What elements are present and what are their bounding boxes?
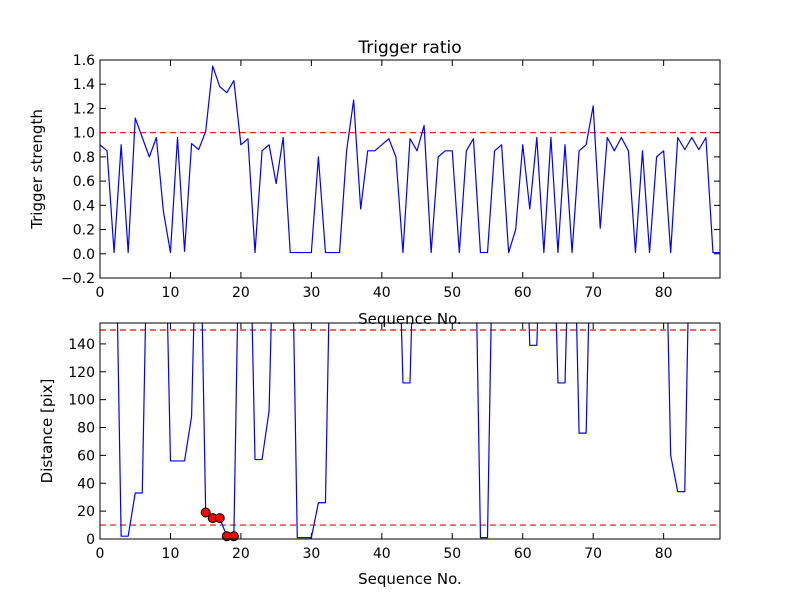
x-tick-label: 0 [96, 285, 105, 301]
x-tick-label: 40 [373, 546, 391, 562]
x-tick-label: 60 [514, 285, 532, 301]
y-tick-label: 0.4 [73, 198, 95, 214]
axes-frame [99, 59, 721, 279]
x-tick-label: 10 [162, 285, 180, 301]
y-tick-label: 1.4 [73, 77, 95, 93]
highlight-point [200, 507, 211, 518]
y-tick-label: 60 [77, 448, 95, 464]
y-tick-label: 0.6 [73, 174, 95, 190]
y-tick-label: 0.0 [73, 247, 95, 263]
y-tick-label: 1.0 [73, 126, 95, 142]
y-tick-label: 0.2 [73, 223, 95, 239]
x-tick-label: 70 [584, 546, 602, 562]
x-tick-label: 70 [584, 285, 602, 301]
y-tick-label: 0 [86, 532, 95, 548]
x-axis-label: Sequence No. [358, 570, 462, 588]
y-tick-label: 0.8 [73, 150, 95, 166]
y-axis-label: Trigger strength [28, 109, 46, 230]
y-axis-label: Distance [pix] [38, 379, 56, 484]
x-tick-label: 10 [162, 546, 180, 562]
x-tick-label: 0 [96, 546, 105, 562]
y-tick-label: 100 [68, 393, 95, 409]
x-tick-label: 80 [655, 285, 673, 301]
y-tick-label: 40 [77, 476, 95, 492]
x-tick-label: 40 [373, 285, 391, 301]
y-tick-label: 1.2 [73, 101, 95, 117]
chart-title: Trigger ratio [357, 38, 461, 58]
y-tick-label: −0.2 [61, 271, 95, 287]
x-tick-label: 80 [655, 546, 673, 562]
distance-plot: 0 10 20 30 40 50 60 70 80 0 20 40 60 80 100 120 140 Sequ… [38, 322, 721, 588]
series-line [100, 65, 720, 254]
x-axis-label: Sequence No. [358, 310, 462, 328]
y-tick-label: 140 [68, 337, 95, 353]
x-tick-label: 50 [443, 546, 461, 562]
highlight-point [228, 531, 239, 542]
y-tick-label: 120 [68, 365, 95, 381]
axes-frame [99, 322, 721, 540]
y-tick-label: 80 [77, 421, 95, 437]
x-tick-label: 30 [302, 285, 320, 301]
y-tick-label: 1.6 [73, 53, 95, 69]
x-tick-label: 20 [232, 285, 250, 301]
x-tick-label: 50 [443, 285, 461, 301]
series-line [116, 323, 689, 539]
x-tick-label: 20 [232, 546, 250, 562]
x-tick-label: 60 [514, 546, 532, 562]
x-tick-label: 30 [302, 546, 320, 562]
highlight-point [214, 513, 225, 524]
y-tick-label: 20 [77, 504, 95, 520]
